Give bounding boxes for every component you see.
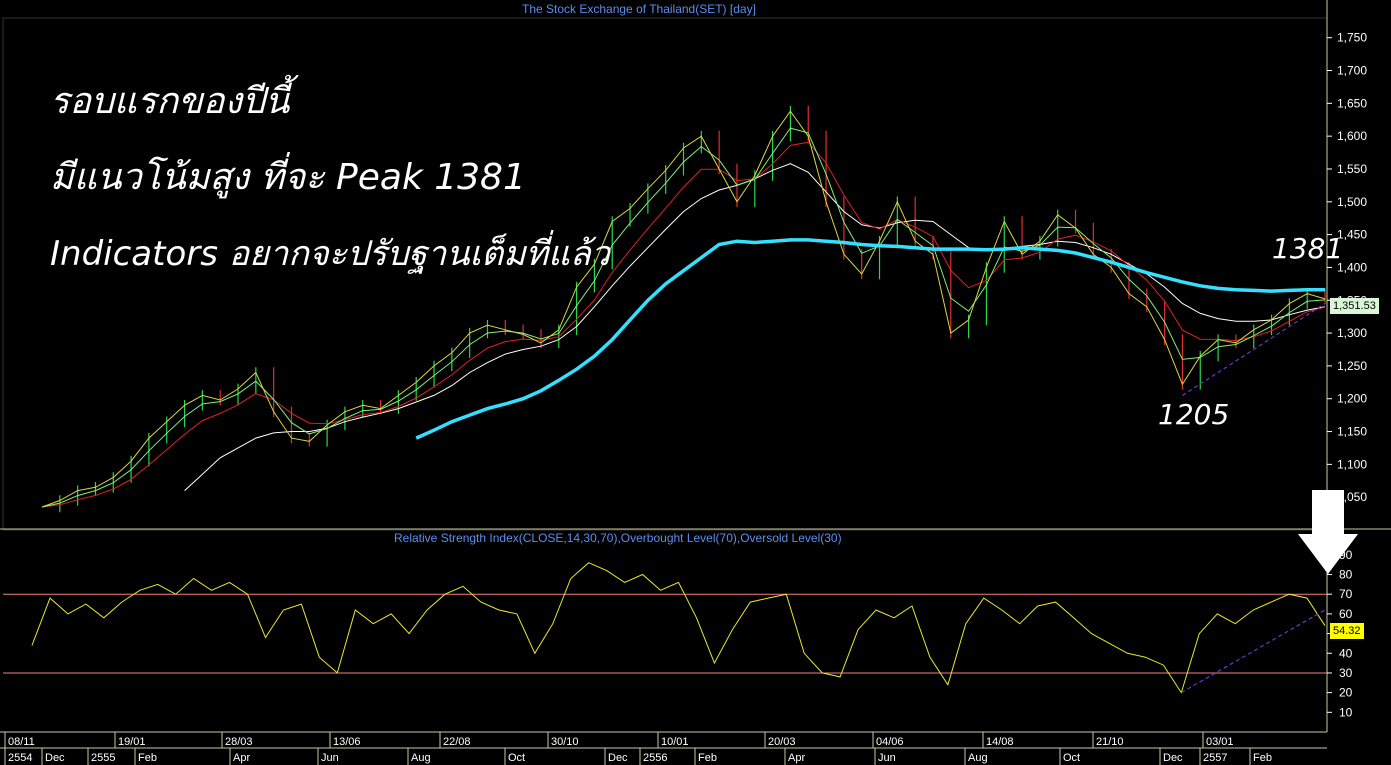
ma-short-line	[41, 127, 1326, 508]
price-tick-label: 1,600	[1337, 129, 1367, 143]
price-tick-label: 1,700	[1337, 64, 1367, 78]
x-month-label: Oct	[1063, 752, 1080, 764]
x-date-label: 21/10	[1096, 736, 1124, 748]
price-tick-label: 1,300	[1337, 326, 1367, 340]
price-chart-title: The Stock Exchange of Thailand(SET) [day…	[522, 2, 756, 16]
x-date-label: 20/03	[768, 736, 796, 748]
x-month-label: Aug	[411, 752, 431, 764]
price-tick-label: 1,250	[1337, 359, 1367, 373]
last-price-tag: 1,351.53	[1330, 298, 1379, 314]
price-tick-label: 1,400	[1337, 260, 1367, 274]
peak-label: 1381	[1272, 232, 1344, 265]
down-arrow-icon	[1298, 490, 1358, 574]
price-tick-label: 1,500	[1337, 195, 1367, 209]
annotation-line-2: มีแนวโน้มสูง ที่จะ Peak 1381	[50, 157, 526, 198]
x-month-label: Jun	[321, 752, 339, 764]
price-tick-label: 1,200	[1337, 392, 1367, 406]
close-line	[41, 110, 1326, 508]
x-date-label: 30/10	[551, 736, 579, 748]
price-trendline	[1182, 303, 1326, 396]
price-tick-label: 1,050	[1337, 490, 1367, 504]
last-rsi-tag: 54.32	[1330, 623, 1364, 639]
rsi-tick-label: 40	[1339, 646, 1353, 660]
x-month-label: 2557	[1203, 752, 1227, 764]
price-panel: 1,0501,1001,1501,2001,2501,3001,3501,400…	[0, 0, 1391, 732]
price-tick-label: 1,650	[1337, 96, 1367, 110]
x-month-label: Dec	[45, 752, 65, 764]
rsi-line	[31, 562, 1326, 694]
x-month-label: Apr	[788, 752, 805, 764]
x-date-label: 14/08	[986, 736, 1014, 748]
x-month-label: Dec	[608, 752, 628, 764]
ma-200-line	[415, 238, 1325, 440]
x-month-label: 2554	[8, 752, 32, 764]
x-date-label: 03/01	[1206, 736, 1234, 748]
rsi-chart-title: Relative Strength Index(CLOSE,14,30,70),…	[394, 531, 842, 545]
low-label: 1205	[1158, 398, 1230, 431]
x-axis: 08/11 19/01 28/03 13/06 22/08 30/10 10/01 20/03…	[0, 731, 1391, 765]
ma-mid-line	[41, 141, 1326, 508]
x-date-label: 04/06	[876, 736, 904, 748]
x-month-label: Aug	[968, 752, 988, 764]
x-date-label: 10/01	[661, 736, 689, 748]
x-month-label: Jun	[878, 752, 896, 764]
x-date-label: 19/01	[118, 736, 146, 748]
rsi-tick-label: 20	[1339, 686, 1353, 700]
rsi-tick-label: 10	[1339, 705, 1353, 719]
rsi-panel: 102030405060708090	[3, 548, 1353, 719]
rsi-tick-label: 80	[1339, 568, 1353, 582]
x-month-label: Apr	[233, 752, 250, 764]
annotation-line-1: รอบแรกของปีนี้	[50, 81, 290, 122]
price-tick-label: 1,750	[1337, 31, 1367, 45]
rsi-trendline	[1181, 609, 1326, 694]
x-month-label: 2556	[643, 752, 667, 764]
x-month-label: Feb	[698, 752, 717, 764]
x-date-label: 22/08	[443, 736, 471, 748]
x-month-label: Oct	[508, 752, 525, 764]
rsi-tick-label: 30	[1339, 666, 1353, 680]
price-tick-label: 1,550	[1337, 162, 1367, 176]
price-tick-label: 1,450	[1337, 228, 1367, 242]
x-date-label: 13/06	[333, 736, 361, 748]
price-tick-label: 1,150	[1337, 425, 1367, 439]
price-tick-label: 1,100	[1337, 457, 1367, 471]
ma-long-line	[184, 163, 1326, 491]
x-date-label: 28/03	[225, 736, 253, 748]
x-month-label: Feb	[1253, 752, 1272, 764]
rsi-tick-label: 60	[1339, 607, 1353, 621]
x-month-label: 2555	[91, 752, 115, 764]
x-date-label: 08/11	[8, 736, 35, 748]
x-month-label: Dec	[1163, 752, 1183, 764]
x-month-label: Feb	[138, 752, 157, 764]
annotation-line-3: Indicators อยากจะปรับฐานเต็มที่แล้ว	[50, 234, 610, 274]
rsi-tick-label: 70	[1339, 587, 1353, 601]
